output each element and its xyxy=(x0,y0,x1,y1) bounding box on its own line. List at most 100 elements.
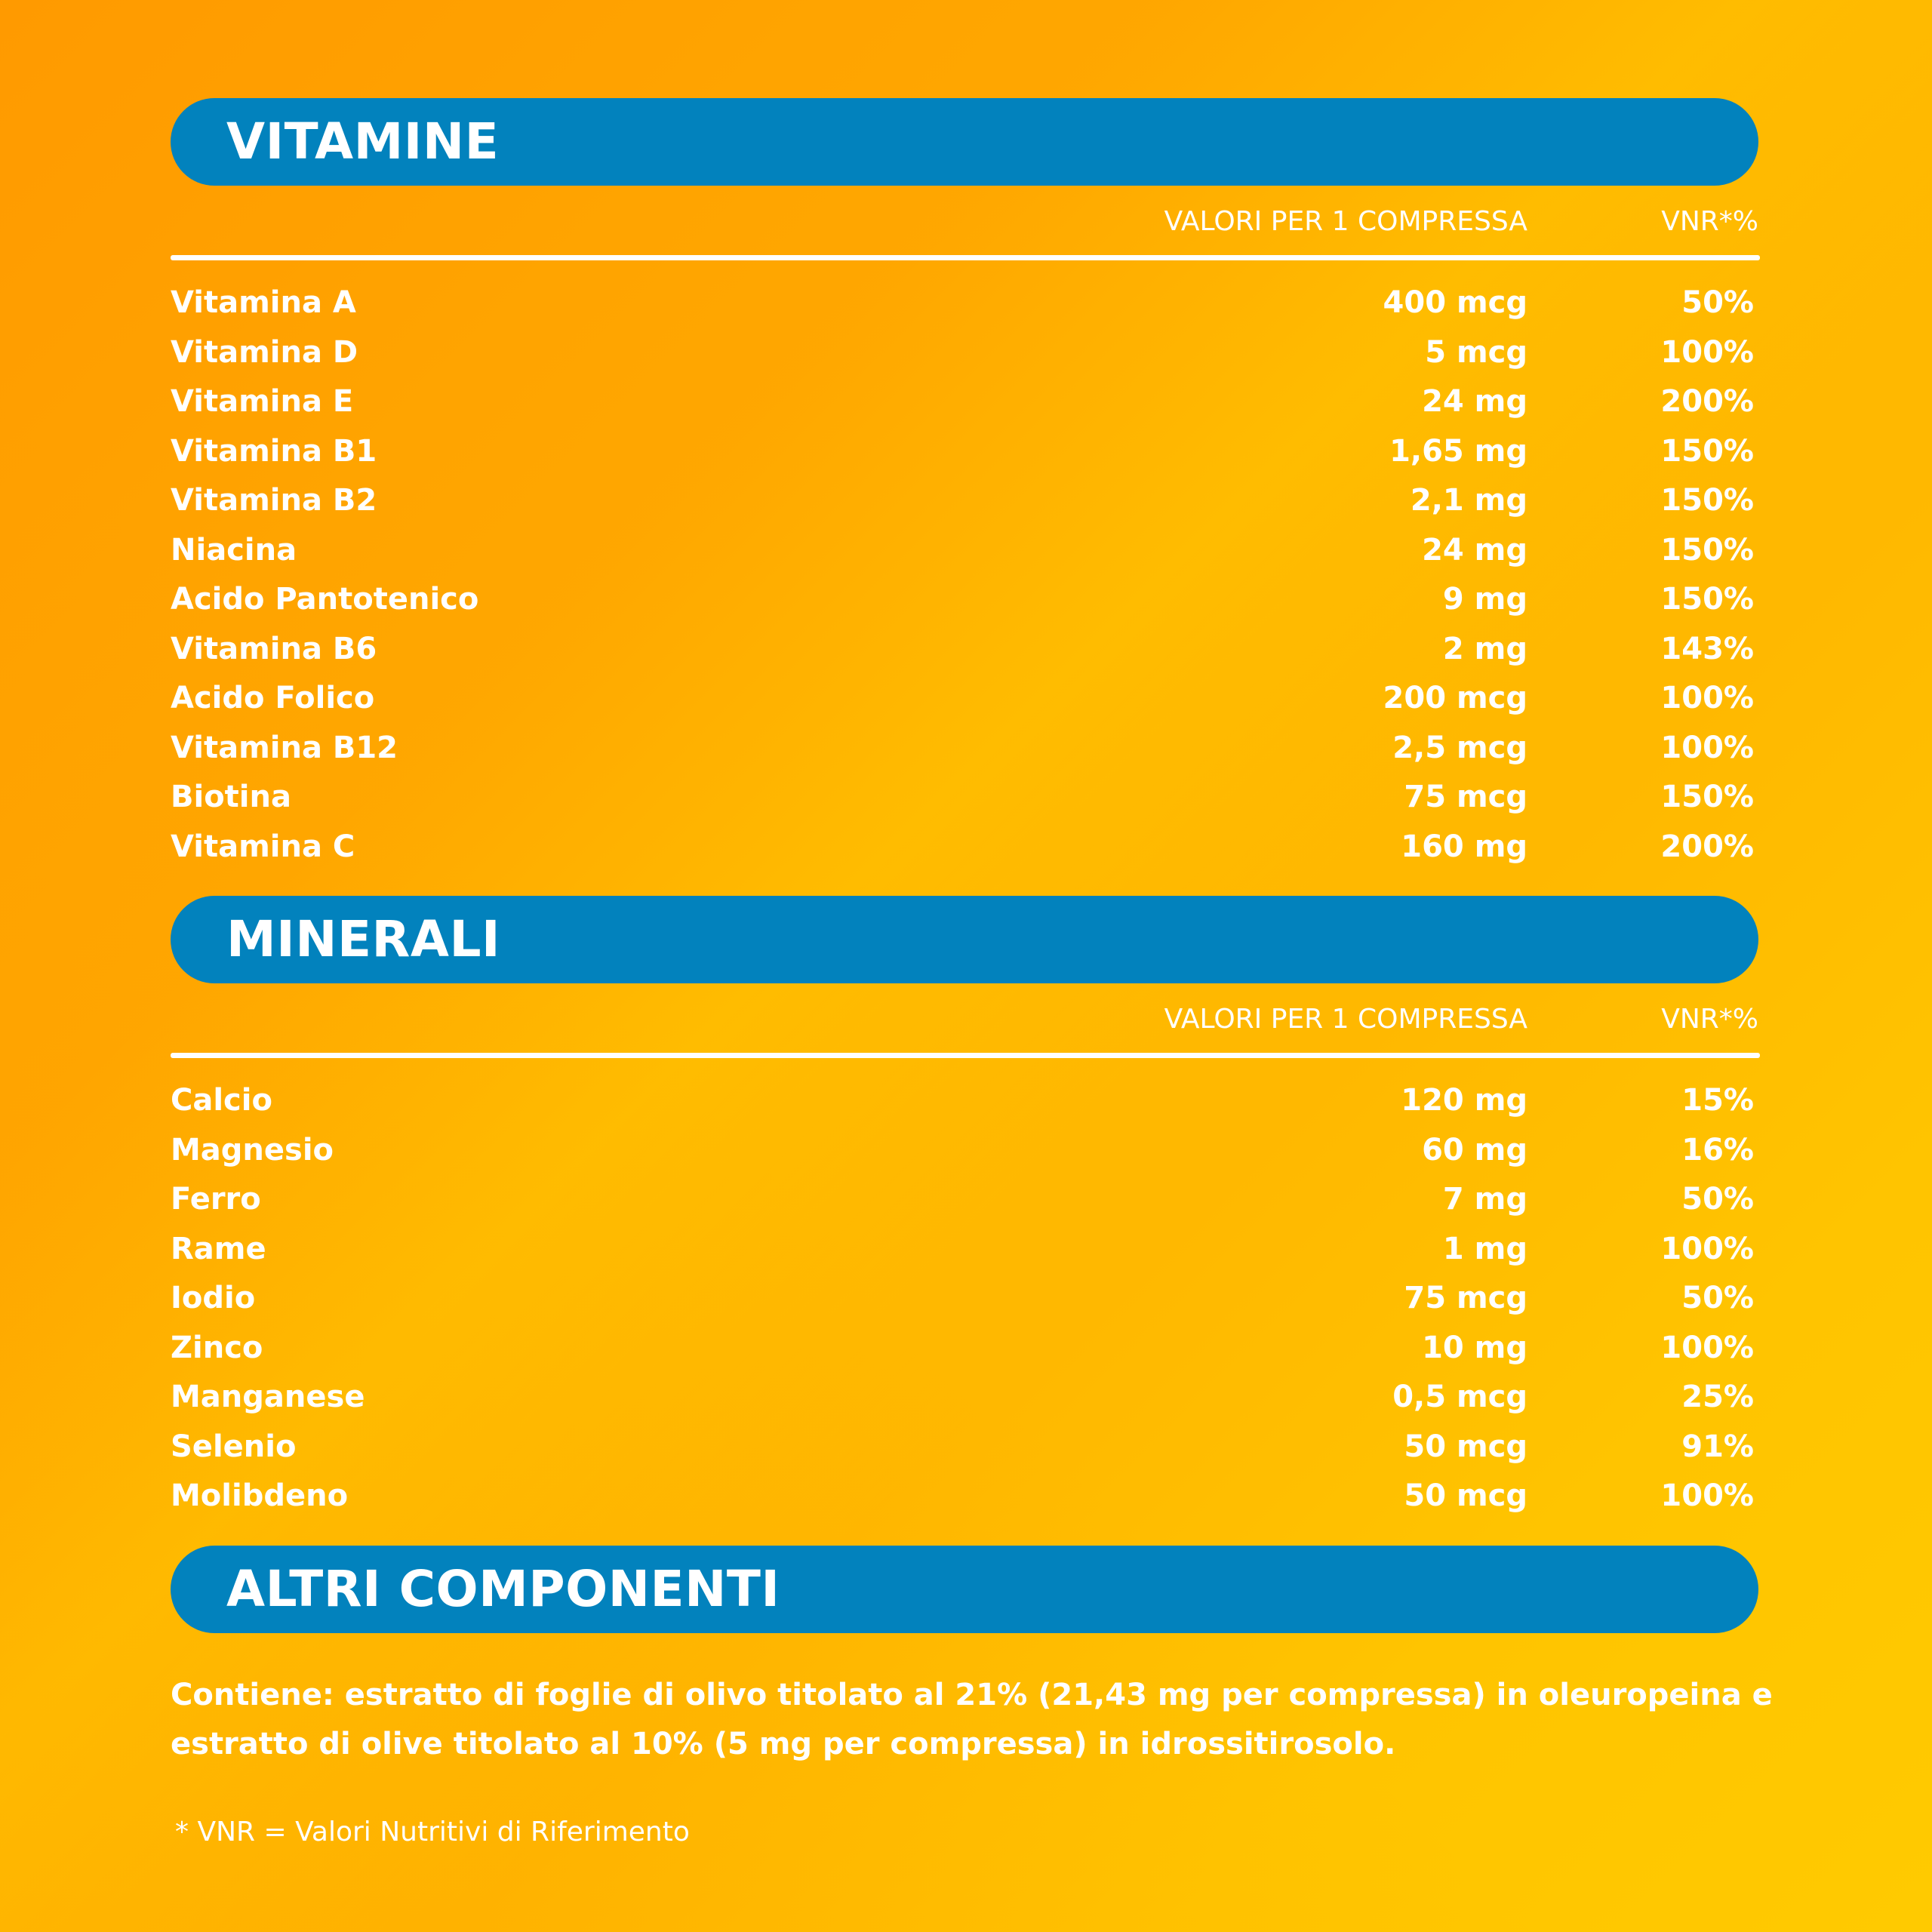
table-row: Selenio 50 mcg 91% xyxy=(171,1423,1758,1472)
section-spacer xyxy=(171,1521,1758,1546)
nutrient-name: Vitamina C xyxy=(171,829,355,864)
nutrient-vnr: 200% xyxy=(1660,384,1754,419)
nutrient-name: Manganese xyxy=(171,1380,365,1414)
vitamine-table: Vitamina A 400 mcg 50% Vitamina D 5 mcg 100%… xyxy=(171,260,1758,872)
altri-section: ALTRI COMPONENTI Contiene: estratto di f… xyxy=(171,1545,1773,1769)
nutrient-amount: 2,1 mg xyxy=(1410,483,1527,518)
nutrient-amount: 50 mcg xyxy=(1404,1429,1527,1464)
nutrient-amount: 7 mg xyxy=(1442,1182,1527,1217)
nutrient-vnr: 200% xyxy=(1660,829,1754,864)
minerali-divider xyxy=(171,1053,1760,1058)
nutrient-amount: 5 mcg xyxy=(1425,334,1527,370)
vitamine-title: VITAMINE xyxy=(226,112,500,171)
table-row: Ferro 7 mg 50% xyxy=(171,1175,1758,1225)
nutrient-amount: 200 mcg xyxy=(1383,681,1527,715)
nutrient-name: Iodio xyxy=(171,1281,256,1315)
nutrient-vnr: 50% xyxy=(1681,285,1754,320)
nutrient-name: Vitamina A xyxy=(171,285,356,320)
nutrient-vnr: 150% xyxy=(1660,433,1754,469)
nutrient-amount: 1 mg xyxy=(1442,1231,1527,1266)
nutrient-vnr: 91% xyxy=(1681,1429,1754,1464)
nutrient-amount: 10 mg xyxy=(1422,1330,1527,1365)
nutrient-name: Vitamina E xyxy=(171,384,354,419)
nutrient-name: Vitamina B12 xyxy=(171,730,398,765)
minerali-section: MINERALI VALORI PER 1 COMPRESSA VNR*% Ca… xyxy=(171,896,1760,1521)
nutrient-name: Ferro xyxy=(171,1182,261,1217)
nutrient-amount: 1,65 mg xyxy=(1389,433,1527,469)
table-row: Niacina 24 mg 150% xyxy=(171,526,1758,576)
table-row: Vitamina C 160 mg 200% xyxy=(171,823,1758,872)
minerali-table: Calcio 120 mg 15% Magnesio 60 mg 16% Ferro 7 … xyxy=(171,1058,1758,1521)
altri-banner: ALTRI COMPONENTI xyxy=(171,1545,1758,1633)
table-row: Iodio 75 mcg 50% xyxy=(171,1274,1758,1324)
nutrient-name: Acido Folico xyxy=(171,681,375,715)
nutrient-name: Biotina xyxy=(171,780,291,814)
nutrient-name: Zinco xyxy=(171,1330,263,1365)
nutrient-amount: 0,5 mcg xyxy=(1392,1380,1527,1414)
nutrient-name: Acido Pantotenico xyxy=(171,582,479,617)
table-row: Zinco 10 mg 100% xyxy=(171,1324,1758,1374)
minerali-column-headers: VALORI PER 1 COMPRESSA VNR*% xyxy=(171,983,1758,1053)
nutrient-vnr: 100% xyxy=(1660,1231,1754,1266)
nutrient-amount: 60 mg xyxy=(1422,1132,1527,1168)
nutrient-vnr: 100% xyxy=(1660,1330,1754,1365)
nutrient-name: Vitamina B2 xyxy=(171,483,377,518)
vitamine-banner: VITAMINE xyxy=(171,98,1758,186)
table-row: Vitamina A 400 mcg 50% xyxy=(171,278,1758,328)
nutrient-amount: 24 mg xyxy=(1422,384,1527,419)
vitamine-section: VITAMINE VALORI PER 1 COMPRESSA VNR*% Vi… xyxy=(171,98,1760,872)
minerali-title: MINERALI xyxy=(226,910,501,968)
table-row: Vitamina B2 2,1 mg 150% xyxy=(171,476,1758,526)
nutrient-vnr: 100% xyxy=(1660,334,1754,370)
nutrient-amount: 9 mg xyxy=(1442,582,1527,617)
nutrient-vnr: 100% xyxy=(1660,730,1754,765)
section-spacer xyxy=(171,872,1758,896)
table-row: Vitamina B1 1,65 mg 150% xyxy=(171,427,1758,477)
nutrient-amount: 160 mg xyxy=(1401,829,1527,864)
vitamine-divider xyxy=(171,255,1760,260)
nutrient-vnr: 100% xyxy=(1660,681,1754,715)
nutrient-name: Selenio xyxy=(171,1429,297,1464)
minerali-banner: MINERALI xyxy=(171,896,1758,983)
table-row: Manganese 0,5 mcg 25% xyxy=(171,1373,1758,1423)
nutrient-vnr: 150% xyxy=(1660,582,1754,617)
nutrient-vnr: 100% xyxy=(1660,1478,1754,1513)
nutrient-vnr: 150% xyxy=(1660,532,1754,568)
nutrient-name: Magnesio xyxy=(171,1132,334,1168)
table-row: Vitamina E 24 mg 200% xyxy=(171,377,1758,427)
vitamine-col-vnr: VNR*% xyxy=(1661,206,1758,237)
minerali-col-amount: VALORI PER 1 COMPRESSA xyxy=(1164,1004,1527,1035)
table-row: Magnesio 60 mg 16% xyxy=(171,1126,1758,1176)
altri-title: ALTRI COMPONENTI xyxy=(226,1559,780,1618)
nutrient-vnr: 150% xyxy=(1660,780,1754,814)
table-row: Biotina 75 mcg 150% xyxy=(171,773,1758,823)
nutrient-amount: 2,5 mcg xyxy=(1392,730,1527,765)
nutrient-vnr: 16% xyxy=(1681,1132,1754,1168)
nutrient-vnr: 15% xyxy=(1681,1083,1754,1118)
nutrient-vnr: 150% xyxy=(1660,483,1754,518)
nutrient-vnr: 25% xyxy=(1681,1380,1754,1414)
table-row: Vitamina B6 2 mg 143% xyxy=(171,625,1758,675)
nutrition-sheet: VITAMINE VALORI PER 1 COMPRESSA VNR*% Vi… xyxy=(171,98,1773,1847)
nutrient-vnr: 50% xyxy=(1681,1182,1754,1217)
nutrient-name: Niacina xyxy=(171,532,297,568)
vitamine-column-headers: VALORI PER 1 COMPRESSA VNR*% xyxy=(171,186,1758,255)
nutrient-amount: 24 mg xyxy=(1422,532,1527,568)
minerali-col-vnr: VNR*% xyxy=(1661,1004,1758,1035)
table-row: Vitamina D 5 mcg 100% xyxy=(171,328,1758,378)
nutrient-amount: 75 mcg xyxy=(1404,780,1527,814)
nutrient-vnr: 50% xyxy=(1681,1281,1754,1315)
nutrient-name: Molibdeno xyxy=(171,1478,349,1513)
table-row: Molibdeno 50 mcg 100% xyxy=(171,1472,1758,1521)
nutrient-amount: 400 mcg xyxy=(1383,285,1527,320)
nutrient-amount: 120 mg xyxy=(1401,1083,1527,1118)
table-row: Acido Folico 200 mcg 100% xyxy=(171,674,1758,724)
altri-description: Contiene: estratto di foglie di olivo ti… xyxy=(171,1677,1773,1761)
nutrient-vnr: 143% xyxy=(1660,631,1754,666)
nutrient-amount: 75 mcg xyxy=(1404,1281,1527,1315)
footnote: * VNR = Valori Nutritivi di Riferimento xyxy=(175,1816,690,1847)
table-row: Calcio 120 mg 15% xyxy=(171,1076,1758,1126)
nutrient-name: Vitamina B1 xyxy=(171,433,377,469)
nutrient-name: Calcio xyxy=(171,1083,272,1118)
nutrient-name: Vitamina D xyxy=(171,334,358,370)
